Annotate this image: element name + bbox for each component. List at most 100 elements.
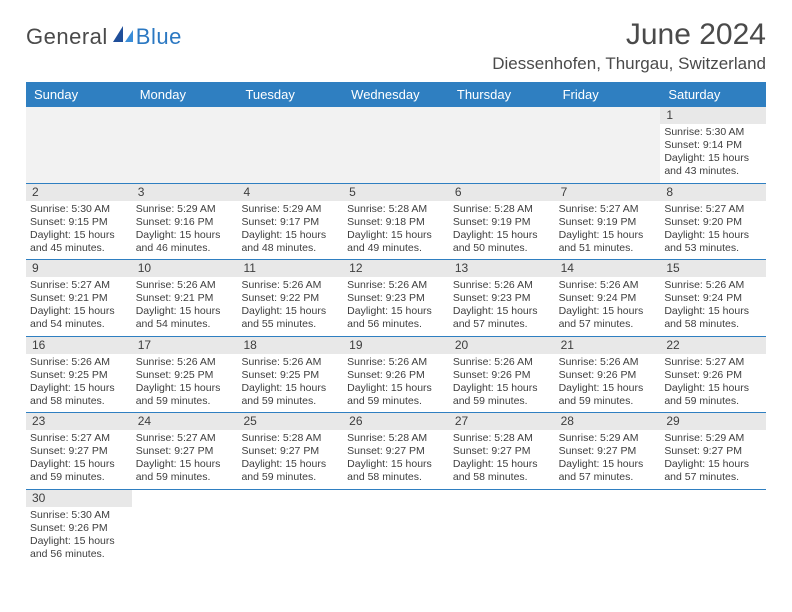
sunrise-text: Sunrise: 5:26 AM xyxy=(559,356,657,369)
daylight-text: and 59 minutes. xyxy=(664,395,762,408)
calendar-cell: 29Sunrise: 5:29 AMSunset: 9:27 PMDayligh… xyxy=(660,413,766,489)
sunrise-text: Sunrise: 5:26 AM xyxy=(241,356,339,369)
header: General Blue June 2024 Diessenhofen, Thu… xyxy=(26,18,766,74)
sunset-text: Sunset: 9:25 PM xyxy=(136,369,234,382)
sunrise-text: Sunrise: 5:30 AM xyxy=(664,126,762,139)
daylight-text: Daylight: 15 hours xyxy=(136,229,234,242)
calendar-cell xyxy=(449,107,555,183)
sunrise-text: Sunrise: 5:28 AM xyxy=(347,203,445,216)
daylight-text: Daylight: 15 hours xyxy=(347,229,445,242)
calendar-cell xyxy=(343,107,449,183)
daylight-text: and 45 minutes. xyxy=(30,242,128,255)
day-header: Sunday xyxy=(26,82,132,107)
sunrise-text: Sunrise: 5:27 AM xyxy=(136,432,234,445)
calendar-cell: 4Sunrise: 5:29 AMSunset: 9:17 PMDaylight… xyxy=(237,184,343,260)
day-number: 27 xyxy=(449,413,555,430)
calendar-cell: 14Sunrise: 5:26 AMSunset: 9:24 PMDayligh… xyxy=(555,260,661,336)
calendar-cell: 21Sunrise: 5:26 AMSunset: 9:26 PMDayligh… xyxy=(555,337,661,413)
day-number: 2 xyxy=(26,184,132,201)
sunset-text: Sunset: 9:14 PM xyxy=(664,139,762,152)
daylight-text: and 59 minutes. xyxy=(241,395,339,408)
daylight-text: and 50 minutes. xyxy=(453,242,551,255)
sunset-text: Sunset: 9:19 PM xyxy=(453,216,551,229)
calendar-cell: 12Sunrise: 5:26 AMSunset: 9:23 PMDayligh… xyxy=(343,260,449,336)
day-header: Saturday xyxy=(660,82,766,107)
day-header-row: Sunday Monday Tuesday Wednesday Thursday… xyxy=(26,82,766,107)
daylight-text: Daylight: 15 hours xyxy=(241,458,339,471)
daylight-text: and 57 minutes. xyxy=(559,318,657,331)
calendar-cell xyxy=(660,490,766,566)
sunset-text: Sunset: 9:26 PM xyxy=(30,522,128,535)
day-number: 25 xyxy=(237,413,343,430)
daylight-text: Daylight: 15 hours xyxy=(559,458,657,471)
daylight-text: and 59 minutes. xyxy=(30,471,128,484)
sunset-text: Sunset: 9:27 PM xyxy=(136,445,234,458)
brand-part1: General xyxy=(26,24,108,50)
sunrise-text: Sunrise: 5:26 AM xyxy=(453,356,551,369)
calendar-week: 9Sunrise: 5:27 AMSunset: 9:21 PMDaylight… xyxy=(26,260,766,337)
sunset-text: Sunset: 9:23 PM xyxy=(453,292,551,305)
sunrise-text: Sunrise: 5:28 AM xyxy=(241,432,339,445)
sunrise-text: Sunrise: 5:26 AM xyxy=(241,279,339,292)
day-number: 13 xyxy=(449,260,555,277)
calendar-cell: 27Sunrise: 5:28 AMSunset: 9:27 PMDayligh… xyxy=(449,413,555,489)
day-number: 20 xyxy=(449,337,555,354)
calendar-week: 2Sunrise: 5:30 AMSunset: 9:15 PMDaylight… xyxy=(26,184,766,261)
calendar-cell: 5Sunrise: 5:28 AMSunset: 9:18 PMDaylight… xyxy=(343,184,449,260)
sunrise-text: Sunrise: 5:26 AM xyxy=(30,356,128,369)
daylight-text: Daylight: 15 hours xyxy=(664,382,762,395)
sunrise-text: Sunrise: 5:29 AM xyxy=(136,203,234,216)
location-subtitle: Diessenhofen, Thurgau, Switzerland xyxy=(492,54,766,74)
daylight-text: and 51 minutes. xyxy=(559,242,657,255)
sunset-text: Sunset: 9:24 PM xyxy=(559,292,657,305)
sunrise-text: Sunrise: 5:26 AM xyxy=(136,279,234,292)
daylight-text: Daylight: 15 hours xyxy=(30,382,128,395)
sunset-text: Sunset: 9:27 PM xyxy=(664,445,762,458)
daylight-text: and 57 minutes. xyxy=(559,471,657,484)
daylight-text: and 54 minutes. xyxy=(136,318,234,331)
daylight-text: Daylight: 15 hours xyxy=(30,458,128,471)
calendar-cell: 16Sunrise: 5:26 AMSunset: 9:25 PMDayligh… xyxy=(26,337,132,413)
day-header: Monday xyxy=(132,82,238,107)
sunset-text: Sunset: 9:26 PM xyxy=(347,369,445,382)
daylight-text: Daylight: 15 hours xyxy=(664,458,762,471)
daylight-text: Daylight: 15 hours xyxy=(664,229,762,242)
calendar-cell xyxy=(132,490,238,566)
calendar-cell: 6Sunrise: 5:28 AMSunset: 9:19 PMDaylight… xyxy=(449,184,555,260)
day-number: 5 xyxy=(343,184,449,201)
daylight-text: and 56 minutes. xyxy=(347,318,445,331)
day-number: 12 xyxy=(343,260,449,277)
daylight-text: Daylight: 15 hours xyxy=(241,382,339,395)
calendar-cell: 1Sunrise: 5:30 AMSunset: 9:14 PMDaylight… xyxy=(660,107,766,183)
daylight-text: and 59 minutes. xyxy=(559,395,657,408)
calendar-week: 30Sunrise: 5:30 AMSunset: 9:26 PMDayligh… xyxy=(26,490,766,566)
calendar-cell: 8Sunrise: 5:27 AMSunset: 9:20 PMDaylight… xyxy=(660,184,766,260)
sunset-text: Sunset: 9:27 PM xyxy=(241,445,339,458)
day-header: Thursday xyxy=(449,82,555,107)
calendar-cell: 9Sunrise: 5:27 AMSunset: 9:21 PMDaylight… xyxy=(26,260,132,336)
brand-logo: General Blue xyxy=(26,24,182,50)
daylight-text: and 59 minutes. xyxy=(136,471,234,484)
daylight-text: Daylight: 15 hours xyxy=(347,382,445,395)
day-number: 28 xyxy=(555,413,661,430)
sunset-text: Sunset: 9:27 PM xyxy=(347,445,445,458)
daylight-text: and 43 minutes. xyxy=(664,165,762,178)
sunset-text: Sunset: 9:19 PM xyxy=(559,216,657,229)
daylight-text: and 59 minutes. xyxy=(347,395,445,408)
day-header: Tuesday xyxy=(237,82,343,107)
calendar-cell: 18Sunrise: 5:26 AMSunset: 9:25 PMDayligh… xyxy=(237,337,343,413)
calendar-cell: 30Sunrise: 5:30 AMSunset: 9:26 PMDayligh… xyxy=(26,490,132,566)
day-header: Wednesday xyxy=(343,82,449,107)
daylight-text: and 46 minutes. xyxy=(136,242,234,255)
calendar-cell: 22Sunrise: 5:27 AMSunset: 9:26 PMDayligh… xyxy=(660,337,766,413)
sunrise-text: Sunrise: 5:30 AM xyxy=(30,203,128,216)
sunrise-text: Sunrise: 5:26 AM xyxy=(347,279,445,292)
daylight-text: Daylight: 15 hours xyxy=(30,229,128,242)
daylight-text: Daylight: 15 hours xyxy=(241,305,339,318)
day-number: 10 xyxy=(132,260,238,277)
day-number: 11 xyxy=(237,260,343,277)
sunrise-text: Sunrise: 5:28 AM xyxy=(347,432,445,445)
sunset-text: Sunset: 9:27 PM xyxy=(453,445,551,458)
daylight-text: and 57 minutes. xyxy=(453,318,551,331)
calendar-cell xyxy=(237,107,343,183)
